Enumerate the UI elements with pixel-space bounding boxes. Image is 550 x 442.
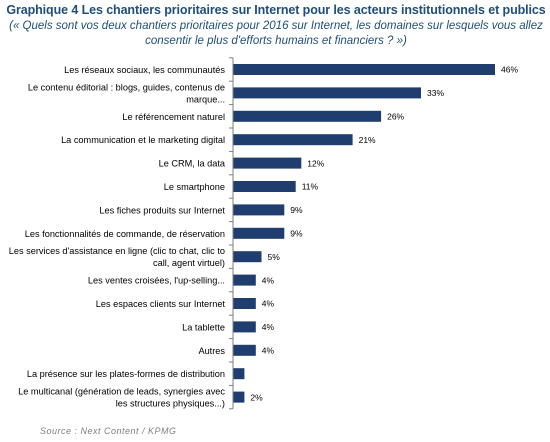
data-label: 4% [262, 322, 275, 332]
chart-subtitle: (« Quels sont vos deux chantiers priorit… [6, 19, 546, 49]
bar [233, 368, 245, 380]
subtitle-line: consentir le plus d'efforts humains et f… [145, 35, 407, 47]
category-label: La communication et le marketing digital [61, 135, 225, 145]
source-note: Source : Next Content / KPMG [40, 426, 177, 436]
category-label: call, agent virtuel) [153, 258, 225, 268]
data-label: 26% [387, 112, 404, 122]
category-label: Autres [198, 346, 225, 356]
bar [233, 391, 245, 403]
bar [233, 134, 353, 146]
bar [233, 64, 495, 75]
category-label: La tablette [182, 322, 225, 332]
category-label: La présence sur les plates-formes de dis… [27, 369, 225, 379]
data-label: 9% [290, 205, 303, 215]
data-label: 33% [427, 88, 444, 98]
bar [233, 204, 285, 216]
category-label: Le CRM, la data [159, 159, 226, 169]
data-label: 4% [262, 346, 275, 356]
category-label: Les fonctionnalités de commande, de rése… [25, 229, 225, 239]
category-label: Le référencement naturel [122, 112, 225, 122]
data-label: 9% [290, 229, 303, 239]
category-label: Les réseaux sociaux, les communautés [64, 65, 225, 75]
bar [233, 181, 296, 192]
data-label: 46% [501, 65, 518, 75]
data-label: 5% [268, 252, 281, 262]
category-label: Le smartphone [164, 182, 225, 192]
data-label: 11% [302, 182, 319, 192]
bar [233, 227, 285, 239]
bar [233, 321, 256, 333]
bar [233, 298, 256, 309]
bar [233, 344, 256, 356]
category-label: Les espaces clients sur Internet [96, 299, 226, 309]
data-label: 12% [307, 158, 324, 168]
category-label: Les fiches produits sur Internet [99, 205, 225, 215]
data-label: 2% [250, 392, 263, 402]
bar [233, 251, 262, 263]
data-label: 4% [262, 275, 275, 285]
category-label: marque... [186, 94, 225, 104]
category-label: les structures physiques...) [116, 399, 225, 409]
bar [233, 157, 302, 169]
category-label: Les services d'assistance en ligne (clic… [9, 246, 225, 256]
category-label: Le contenu éditorial : blogs, guides, co… [28, 82, 225, 92]
data-label: 21% [359, 135, 376, 145]
category-label: Le multicanal (génération de leads, syne… [18, 387, 225, 397]
category-label: Les ventes croisées, l'up-selling... [88, 276, 225, 286]
bar [233, 274, 256, 286]
data-label: 4% [262, 299, 275, 309]
chart-title: Graphique 4 Les chantiers prioritaires s… [6, 3, 546, 17]
subtitle-line: (« Quels sont vos deux chantiers priorit… [9, 20, 543, 32]
bar [233, 110, 382, 122]
bar [233, 87, 421, 99]
